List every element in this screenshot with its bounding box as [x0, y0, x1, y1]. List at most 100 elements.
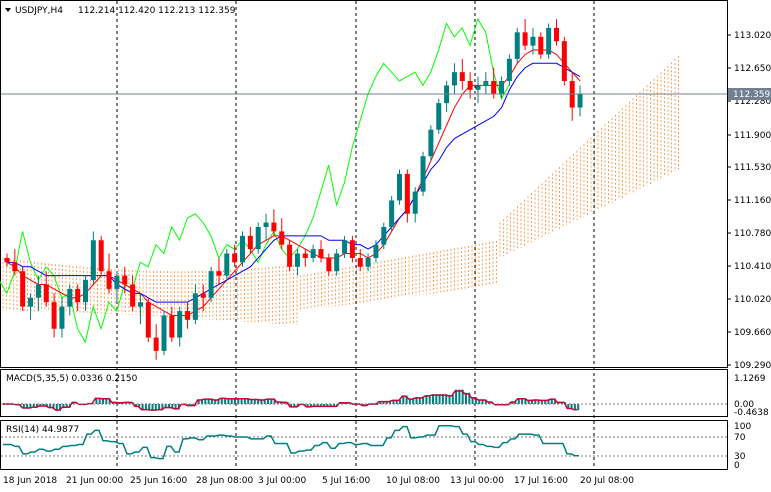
macd-bar	[405, 395, 408, 404]
macd-bar	[309, 404, 312, 408]
macd-bar	[316, 404, 319, 407]
candle-body	[12, 262, 18, 272]
chikou-line	[0, 17, 510, 344]
candle-body	[412, 191, 418, 214]
macd-bar	[95, 397, 98, 404]
macd-bar	[375, 404, 378, 405]
macd-bar	[415, 397, 418, 404]
main-pane[interactable]	[0, 0, 728, 368]
macd-bar	[55, 404, 58, 411]
candle-body	[561, 41, 567, 82]
candle-body	[451, 72, 457, 86]
macd-bar	[108, 398, 111, 404]
candle-body	[357, 257, 363, 267]
macd-bar	[138, 404, 141, 407]
macd-bar	[141, 404, 144, 411]
candle-body	[247, 235, 253, 250]
candle-body	[114, 275, 120, 289]
macd-bar	[531, 399, 533, 404]
candle-body	[75, 288, 81, 303]
candle-body	[373, 244, 379, 258]
time-tick: 10 Jul 08:00	[386, 476, 440, 486]
time-tick: 18 Jun 2018	[3, 476, 57, 486]
candle-body	[530, 36, 536, 46]
macd-bar	[253, 399, 256, 404]
candle-body	[145, 302, 151, 338]
macd-label: MACD(5,35,5) 0.0336 0.2150	[6, 374, 138, 384]
candle-body	[98, 240, 104, 272]
kijun-sen	[7, 62, 581, 303]
macd-bar	[306, 404, 309, 408]
candle-body	[200, 293, 206, 298]
candle-body	[20, 271, 26, 307]
macd-bar	[547, 399, 550, 404]
macd-bar	[329, 404, 332, 407]
candle-body	[475, 85, 481, 90]
candle-body	[59, 306, 65, 329]
candle-body	[577, 93, 583, 108]
macd-bar	[445, 394, 448, 404]
macd-bar	[276, 401, 279, 404]
macd-bar	[481, 399, 484, 404]
candle-body	[255, 226, 261, 250]
macd-bar	[313, 404, 316, 407]
macd-bar	[540, 399, 543, 404]
price-tick: 109.660	[734, 328, 771, 338]
time-tick: 28 Jun 08:00	[196, 476, 253, 486]
candle-body	[483, 81, 489, 86]
macd-bar	[458, 389, 461, 404]
macd-bar	[451, 395, 454, 404]
macd-bar	[379, 401, 382, 404]
candle-body	[216, 271, 222, 276]
macd-bar	[280, 401, 283, 404]
macd-axis-min: -0.4638	[734, 408, 769, 418]
time-tick: 3 Jul 00:00	[258, 476, 307, 486]
candle-body	[397, 173, 402, 201]
macd-bar	[534, 399, 537, 404]
macd-bar	[385, 401, 388, 404]
macd-bar	[537, 399, 540, 404]
macd-bar	[135, 404, 137, 407]
macd-bar	[544, 399, 547, 404]
macd-bar	[478, 399, 481, 404]
candle-body	[381, 226, 387, 245]
macd-bar	[65, 404, 68, 408]
macd-bar	[550, 398, 553, 404]
macd-bar	[19, 404, 22, 405]
candle-body	[514, 32, 520, 59]
rsi-axis-100: 100	[734, 422, 751, 432]
candle-body	[459, 72, 465, 82]
macd-bar	[207, 398, 210, 404]
macd-bar	[168, 404, 170, 409]
macd-bar	[267, 398, 269, 404]
macd-bar	[333, 404, 335, 407]
price-tick: 112.650	[734, 64, 771, 74]
rsi-pane[interactable]	[0, 420, 728, 470]
macd-bar	[382, 401, 385, 404]
time-tick: 25 Jun 16:00	[130, 476, 187, 486]
macd-bar	[240, 398, 243, 404]
candle-body	[522, 32, 528, 46]
rsi-axis-70: 70	[734, 433, 746, 443]
macd-bar	[214, 399, 217, 404]
candle-body	[326, 257, 332, 272]
price-tick: 111.160	[734, 196, 771, 206]
macd-bar	[465, 392, 467, 404]
candle-body	[192, 293, 198, 320]
candle-body	[491, 81, 497, 95]
macd-bar	[62, 404, 65, 408]
macd-bar	[144, 404, 147, 411]
current-price-label: 112.359	[733, 90, 770, 100]
macd-bar	[45, 404, 48, 407]
collapse-triangle-icon[interactable]	[5, 8, 11, 12]
macd-bar	[395, 399, 398, 404]
time-tick: 21 Jun 00:00	[66, 476, 123, 486]
candle-body	[554, 27, 559, 42]
macd-bar	[432, 394, 434, 404]
macd-bar	[224, 397, 227, 404]
candle-body	[130, 284, 136, 307]
macd-pane[interactable]	[0, 369, 728, 417]
macd-bar	[471, 397, 474, 404]
macd-bar	[36, 404, 38, 408]
